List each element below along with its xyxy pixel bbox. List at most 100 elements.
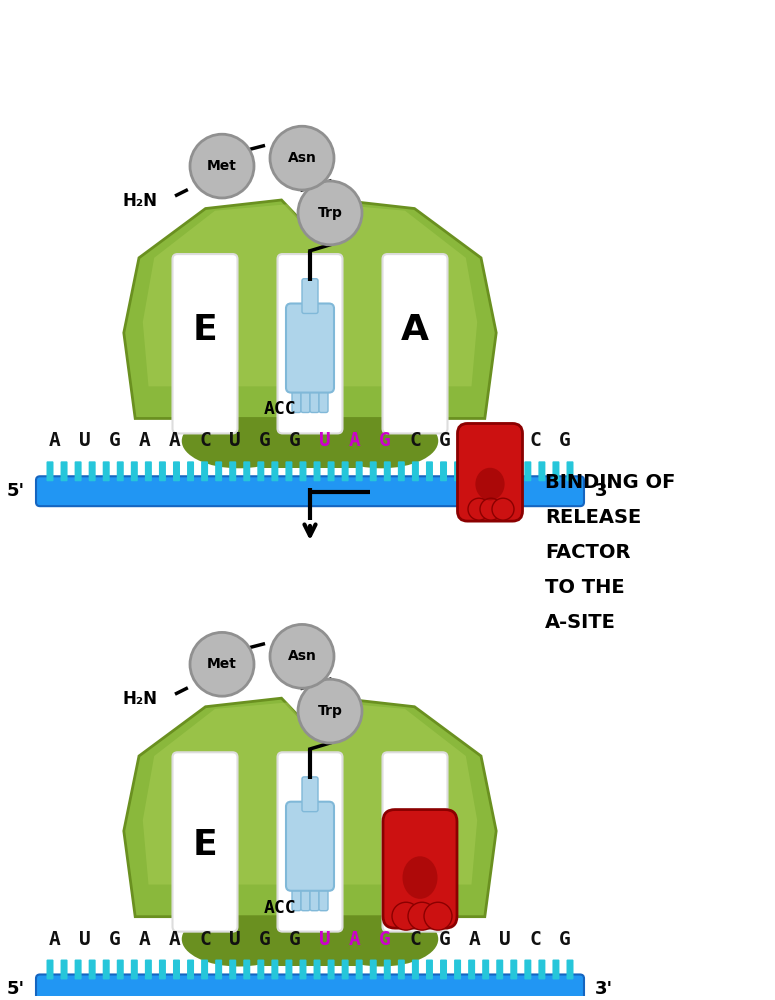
FancyBboxPatch shape	[243, 960, 250, 979]
Text: BINDING OF: BINDING OF	[545, 473, 675, 492]
FancyBboxPatch shape	[328, 461, 335, 481]
Text: 5': 5'	[7, 980, 25, 998]
FancyBboxPatch shape	[319, 879, 328, 911]
FancyBboxPatch shape	[525, 461, 532, 481]
Circle shape	[392, 902, 420, 930]
Text: G: G	[109, 431, 121, 450]
FancyBboxPatch shape	[482, 960, 489, 979]
Text: E: E	[193, 828, 217, 862]
Text: G: G	[559, 930, 571, 949]
Text: FACTOR: FACTOR	[545, 543, 631, 562]
FancyBboxPatch shape	[46, 960, 53, 979]
FancyBboxPatch shape	[314, 960, 321, 979]
FancyBboxPatch shape	[454, 960, 461, 979]
Text: A: A	[349, 930, 361, 949]
FancyBboxPatch shape	[370, 461, 377, 481]
Text: Met: Met	[207, 657, 237, 671]
FancyBboxPatch shape	[510, 960, 517, 979]
FancyBboxPatch shape	[145, 461, 152, 481]
Text: E: E	[193, 313, 217, 347]
Text: Met: Met	[207, 159, 237, 173]
Text: A: A	[401, 313, 429, 347]
FancyBboxPatch shape	[553, 461, 560, 481]
FancyBboxPatch shape	[426, 960, 433, 979]
Ellipse shape	[324, 414, 438, 468]
FancyBboxPatch shape	[310, 879, 319, 911]
Text: G: G	[379, 930, 391, 949]
FancyBboxPatch shape	[277, 752, 343, 932]
Ellipse shape	[324, 912, 438, 966]
FancyBboxPatch shape	[229, 960, 236, 979]
FancyBboxPatch shape	[74, 960, 81, 979]
FancyBboxPatch shape	[299, 461, 306, 481]
FancyBboxPatch shape	[286, 802, 334, 891]
FancyBboxPatch shape	[412, 461, 419, 481]
Text: C: C	[529, 431, 541, 450]
Text: U: U	[499, 431, 511, 450]
FancyBboxPatch shape	[567, 960, 574, 979]
Polygon shape	[260, 414, 360, 468]
FancyBboxPatch shape	[342, 461, 349, 481]
FancyBboxPatch shape	[525, 960, 532, 979]
FancyBboxPatch shape	[457, 423, 522, 521]
FancyBboxPatch shape	[215, 960, 222, 979]
FancyBboxPatch shape	[285, 461, 292, 481]
Text: A: A	[469, 930, 480, 949]
FancyBboxPatch shape	[88, 461, 95, 481]
Text: G: G	[259, 930, 271, 949]
Text: A: A	[140, 930, 151, 949]
FancyBboxPatch shape	[510, 461, 517, 481]
FancyBboxPatch shape	[257, 960, 264, 979]
Text: 5': 5'	[7, 482, 25, 500]
FancyBboxPatch shape	[383, 752, 447, 932]
FancyBboxPatch shape	[482, 461, 489, 481]
Ellipse shape	[475, 468, 505, 500]
FancyBboxPatch shape	[201, 461, 208, 481]
Circle shape	[468, 498, 490, 520]
Text: 3': 3'	[595, 980, 613, 998]
Text: C: C	[409, 930, 421, 949]
FancyBboxPatch shape	[271, 960, 278, 979]
FancyBboxPatch shape	[302, 777, 318, 812]
FancyBboxPatch shape	[342, 960, 349, 979]
FancyBboxPatch shape	[319, 381, 328, 413]
Text: U: U	[229, 431, 241, 450]
Text: G: G	[379, 431, 391, 450]
FancyBboxPatch shape	[398, 461, 405, 481]
Text: Trp: Trp	[318, 704, 343, 718]
FancyBboxPatch shape	[301, 381, 310, 413]
Text: C: C	[199, 431, 211, 450]
FancyBboxPatch shape	[384, 960, 391, 979]
Text: C: C	[199, 930, 211, 949]
FancyBboxPatch shape	[215, 461, 222, 481]
FancyBboxPatch shape	[299, 960, 306, 979]
FancyBboxPatch shape	[440, 960, 447, 979]
Circle shape	[190, 632, 254, 696]
FancyBboxPatch shape	[383, 254, 447, 433]
Text: A: A	[140, 431, 151, 450]
Ellipse shape	[182, 414, 296, 468]
FancyBboxPatch shape	[286, 304, 334, 393]
FancyBboxPatch shape	[103, 461, 110, 481]
Text: U: U	[319, 431, 331, 450]
Text: H₂N: H₂N	[122, 690, 157, 708]
FancyBboxPatch shape	[384, 461, 391, 481]
Text: G: G	[289, 431, 301, 450]
Polygon shape	[124, 200, 496, 418]
FancyBboxPatch shape	[173, 960, 180, 979]
FancyBboxPatch shape	[496, 461, 503, 481]
Circle shape	[424, 902, 452, 930]
FancyBboxPatch shape	[356, 960, 363, 979]
FancyBboxPatch shape	[292, 381, 301, 413]
Text: A: A	[169, 930, 181, 949]
Text: U: U	[79, 930, 91, 949]
Text: TO THE: TO THE	[545, 578, 625, 597]
FancyBboxPatch shape	[468, 960, 475, 979]
Polygon shape	[260, 912, 360, 966]
Circle shape	[298, 679, 362, 743]
FancyBboxPatch shape	[131, 461, 138, 481]
FancyBboxPatch shape	[314, 461, 321, 481]
FancyBboxPatch shape	[454, 461, 461, 481]
Text: ACC: ACC	[264, 400, 296, 418]
Circle shape	[190, 134, 254, 198]
